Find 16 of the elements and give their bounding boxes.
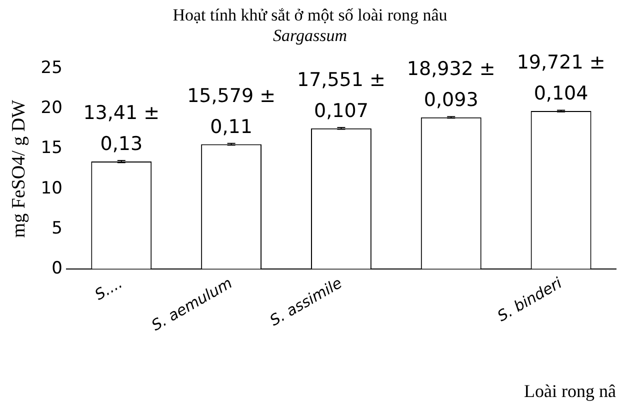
y-tick-label: 15 [40, 138, 62, 158]
y-tick-label: 20 [40, 98, 62, 118]
data-label: 15,579 ± 0,11 [187, 84, 276, 138]
y-tick-label: 25 [40, 58, 62, 78]
x-axis-title: Loài rong nâ [524, 380, 616, 401]
data-label: 18,932 ± 0,093 [406, 58, 496, 112]
data-label: 19,721 ± 0,104 [516, 52, 606, 105]
y-axis-title: mg FeSO4/ g DW [8, 100, 30, 238]
data-label: 13,41 ± 0,13 [83, 102, 160, 155]
chart-title: Hoạt tính khử sắt ở một số loài rong nâu [172, 6, 448, 25]
y-tick-label: 10 [40, 178, 62, 198]
y-tick-label: 5 [52, 218, 62, 238]
y-tick-label: 0 [52, 258, 62, 278]
x-tick-label: S.... [92, 274, 126, 304]
data-label: 17,551 ± 0,107 [296, 68, 386, 122]
chart-subtitle: Sargassum [273, 26, 347, 46]
